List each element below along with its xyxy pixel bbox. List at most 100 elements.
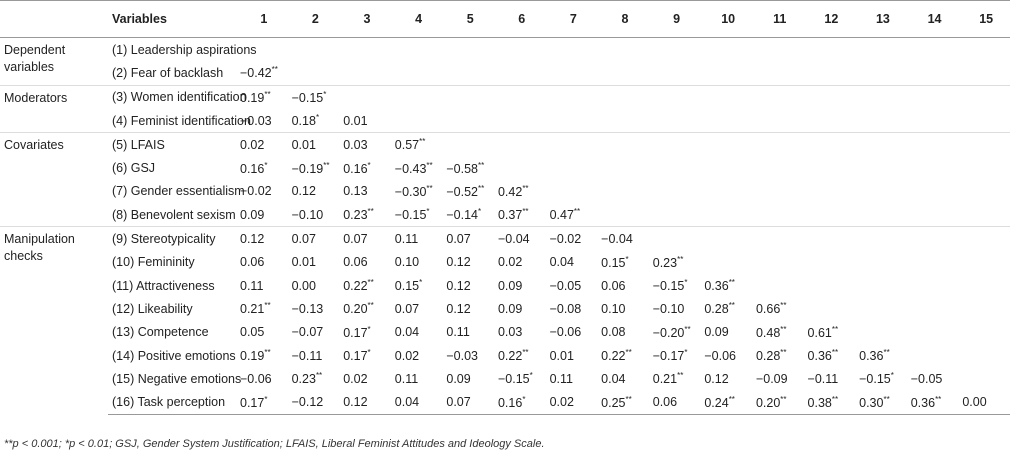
significance-mark: ** — [315, 371, 323, 381]
table-cell — [958, 180, 1010, 203]
cell-value: −0.11 — [807, 371, 839, 386]
cell-value: −0.09 — [755, 371, 788, 386]
table-cell: −0.11 — [804, 367, 856, 390]
cell-value: 0.09 — [240, 207, 265, 222]
significance-mark: * — [315, 113, 320, 123]
header-cell: 14 — [906, 0, 959, 38]
table-cell: 0.00 — [958, 390, 1010, 415]
cell-value: −0.17 — [652, 349, 685, 363]
cell-value: −0.42 — [240, 66, 272, 81]
variable-label: (14) Positive emotions — [112, 348, 236, 363]
table-cell — [700, 156, 752, 179]
significance-mark: ** — [367, 301, 374, 311]
table-cell — [907, 109, 959, 133]
correlation-table: Variables 1 2 3 4 5 6 7 8 9 10 11 12 13 14 15 Dependent… — [0, 0, 1010, 415]
table-cell — [752, 274, 804, 297]
table-cell: 0.23** — [339, 203, 391, 227]
table-cell: 0.02 — [545, 390, 598, 415]
table-cell — [907, 180, 959, 203]
table-cell — [752, 180, 804, 203]
cell-value: 0.23 — [291, 372, 316, 387]
significance-mark: ** — [780, 348, 787, 357]
table-cell — [597, 84, 649, 109]
table-cell — [958, 321, 1010, 344]
variable-label: (2) Fear of backlash — [112, 65, 224, 80]
cell-value: 0.09 — [497, 278, 523, 293]
table-cell: 0.11 — [546, 367, 598, 390]
table-cell — [804, 203, 856, 227]
table-row: (14) Positive emotions 0.19** −0.11 0.17* 0.… — [0, 344, 1010, 367]
table-cell — [442, 37, 494, 62]
table-cell — [906, 84, 959, 109]
cell-value: −0.08 — [549, 301, 582, 316]
table-cell — [391, 61, 443, 85]
cell-value: −0.15 — [652, 279, 685, 294]
table-cell: 0.12 — [236, 226, 288, 251]
significance-mark: ** — [677, 254, 684, 264]
cell-value: 0.03 — [343, 137, 368, 152]
cell-value: 0.07 — [394, 301, 420, 316]
significance-mark: ** — [522, 207, 529, 217]
table-cell — [855, 156, 907, 179]
table-cell — [906, 132, 959, 157]
significance-mark: ** — [625, 348, 632, 357]
cell-value: −0.12 — [291, 395, 324, 410]
table-cell: −0.05 — [546, 274, 598, 297]
cell-value: 0.21 — [652, 372, 678, 387]
table-row: Dependent variables (1) Leadership aspira… — [0, 37, 1010, 86]
table-cell: 0.28** — [752, 344, 804, 367]
cell-value: 0.02 — [497, 255, 523, 270]
cell-value: −0.07 — [291, 325, 324, 340]
cell-value: −0.05 — [910, 371, 943, 386]
table-cell — [649, 109, 701, 133]
table-cell — [958, 132, 1010, 157]
table-cell — [442, 61, 494, 85]
significance-mark: * — [426, 207, 430, 217]
table-cell: 0.12 — [442, 297, 494, 320]
table-cell — [907, 203, 959, 227]
table-cell: −0.07 — [288, 321, 340, 344]
table-cell — [855, 180, 907, 203]
cell-value: 0.01 — [291, 137, 316, 152]
table-cell: 0.17* — [339, 344, 391, 367]
header-cell: 9 — [648, 0, 701, 38]
table-cell — [751, 132, 804, 157]
significance-mark: ** — [883, 348, 890, 357]
table-cell: 0.25** — [597, 390, 649, 415]
table-cell: 0.16* — [236, 156, 288, 179]
table-cell — [804, 274, 856, 297]
table-cell — [700, 203, 752, 227]
table-cell: 0.01 — [339, 109, 391, 133]
table-cell — [907, 297, 959, 320]
significance-mark: ** — [419, 137, 426, 147]
table-cell: 0.17* — [339, 321, 391, 344]
table-cell — [752, 156, 804, 179]
cell-value: 0.03 — [497, 325, 523, 340]
cell-value: 0.12 — [446, 301, 471, 316]
cell-value: 0.12 — [446, 278, 471, 293]
table-cell: −0.06 — [700, 344, 752, 367]
header-cell: 8 — [597, 0, 649, 38]
cell-value: 0.21 — [240, 302, 265, 317]
table-cell: 0.06 — [648, 390, 701, 415]
significance-mark: ** — [426, 160, 433, 170]
table-cell: 0.30** — [855, 390, 907, 415]
cell-value: −0.15 — [859, 372, 891, 387]
cell-value: 0.36 — [704, 279, 729, 294]
table-cell — [545, 84, 598, 109]
table-cell — [906, 226, 959, 251]
table-cell — [700, 132, 752, 157]
table-cell: −0.15* — [649, 274, 701, 297]
table-cell — [907, 344, 959, 367]
significance-mark: ** — [625, 394, 632, 404]
table-cell — [752, 251, 804, 274]
table-cell — [803, 132, 856, 157]
table-cell: −0.15* — [391, 203, 443, 227]
significance-mark: ** — [478, 160, 485, 170]
cell-value: 0.17 — [240, 395, 265, 410]
table-cell: 0.07 — [442, 226, 494, 251]
table-cell: 0.23** — [288, 367, 340, 390]
variable-label: (7) Gender essentialism — [112, 184, 245, 199]
cell-value: 0.20 — [343, 302, 368, 317]
table-cell — [855, 251, 907, 274]
